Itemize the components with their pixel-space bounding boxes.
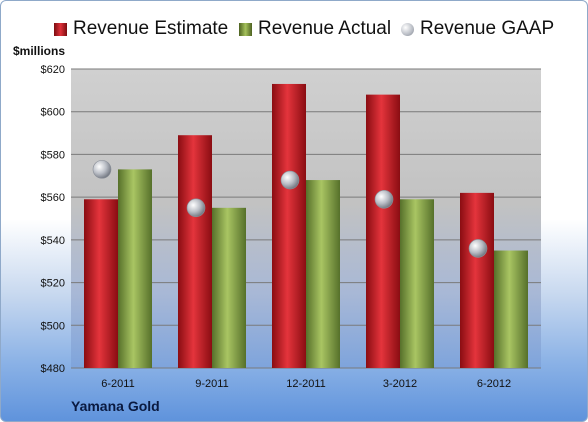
y-tick-label: $620 bbox=[41, 64, 65, 76]
legend-item-revenue-gaap: Revenue GAAP bbox=[401, 15, 554, 43]
y-tick-label: $600 bbox=[41, 107, 65, 119]
x-tick-label: 3-2012 bbox=[383, 378, 417, 390]
bar-revenue-actual bbox=[118, 169, 152, 368]
bar-revenue-actual bbox=[306, 180, 340, 368]
x-tick-label: 6-2011 bbox=[101, 378, 134, 390]
company-name: Yamana Gold bbox=[71, 398, 160, 414]
bar-revenue-estimate bbox=[366, 94, 400, 368]
legend-swatch-gaap bbox=[401, 22, 414, 36]
y-units-label: $millions bbox=[13, 44, 66, 58]
y-tick-label: $480 bbox=[41, 363, 65, 375]
x-tick-label: 12-2011 bbox=[286, 378, 326, 390]
bar-revenue-estimate bbox=[178, 135, 212, 368]
legend-label-actual: Revenue Actual bbox=[258, 18, 392, 39]
marker-revenue-gaap bbox=[92, 160, 112, 179]
legend-item-revenue-actual: Revenue Actual bbox=[239, 15, 391, 43]
y-tick-label: $500 bbox=[41, 320, 65, 332]
y-tick-label: $520 bbox=[41, 278, 65, 290]
legend-item-revenue-estimate: Revenue Estimate bbox=[54, 15, 228, 43]
legend-label-estimate: Revenue Estimate bbox=[73, 18, 229, 39]
bar-revenue-actual bbox=[494, 250, 528, 368]
marker-revenue-gaap bbox=[468, 239, 488, 258]
marker-revenue-gaap bbox=[186, 198, 206, 218]
bar-revenue-estimate bbox=[460, 192, 494, 368]
bar-revenue-actual bbox=[400, 199, 434, 368]
x-tick-label: 9-2011 bbox=[195, 378, 228, 390]
y-tick-label: $560 bbox=[41, 192, 65, 204]
legend-swatch-actual bbox=[239, 22, 252, 36]
legend-swatch-estimate bbox=[54, 22, 67, 36]
x-tick-label: 6-2012 bbox=[477, 378, 511, 390]
bar-revenue-estimate bbox=[84, 199, 118, 368]
marker-revenue-gaap bbox=[374, 189, 394, 209]
bar-revenue-actual bbox=[212, 207, 246, 368]
legend-label-gaap: Revenue GAAP bbox=[420, 18, 555, 39]
marker-revenue-gaap bbox=[280, 170, 300, 190]
bar-revenue-estimate bbox=[272, 83, 306, 368]
y-tick-label: $540 bbox=[41, 235, 65, 247]
legend: Revenue Estimate Revenue Actual Revenue … bbox=[1, 15, 587, 43]
y-tick-label: $580 bbox=[41, 149, 65, 161]
